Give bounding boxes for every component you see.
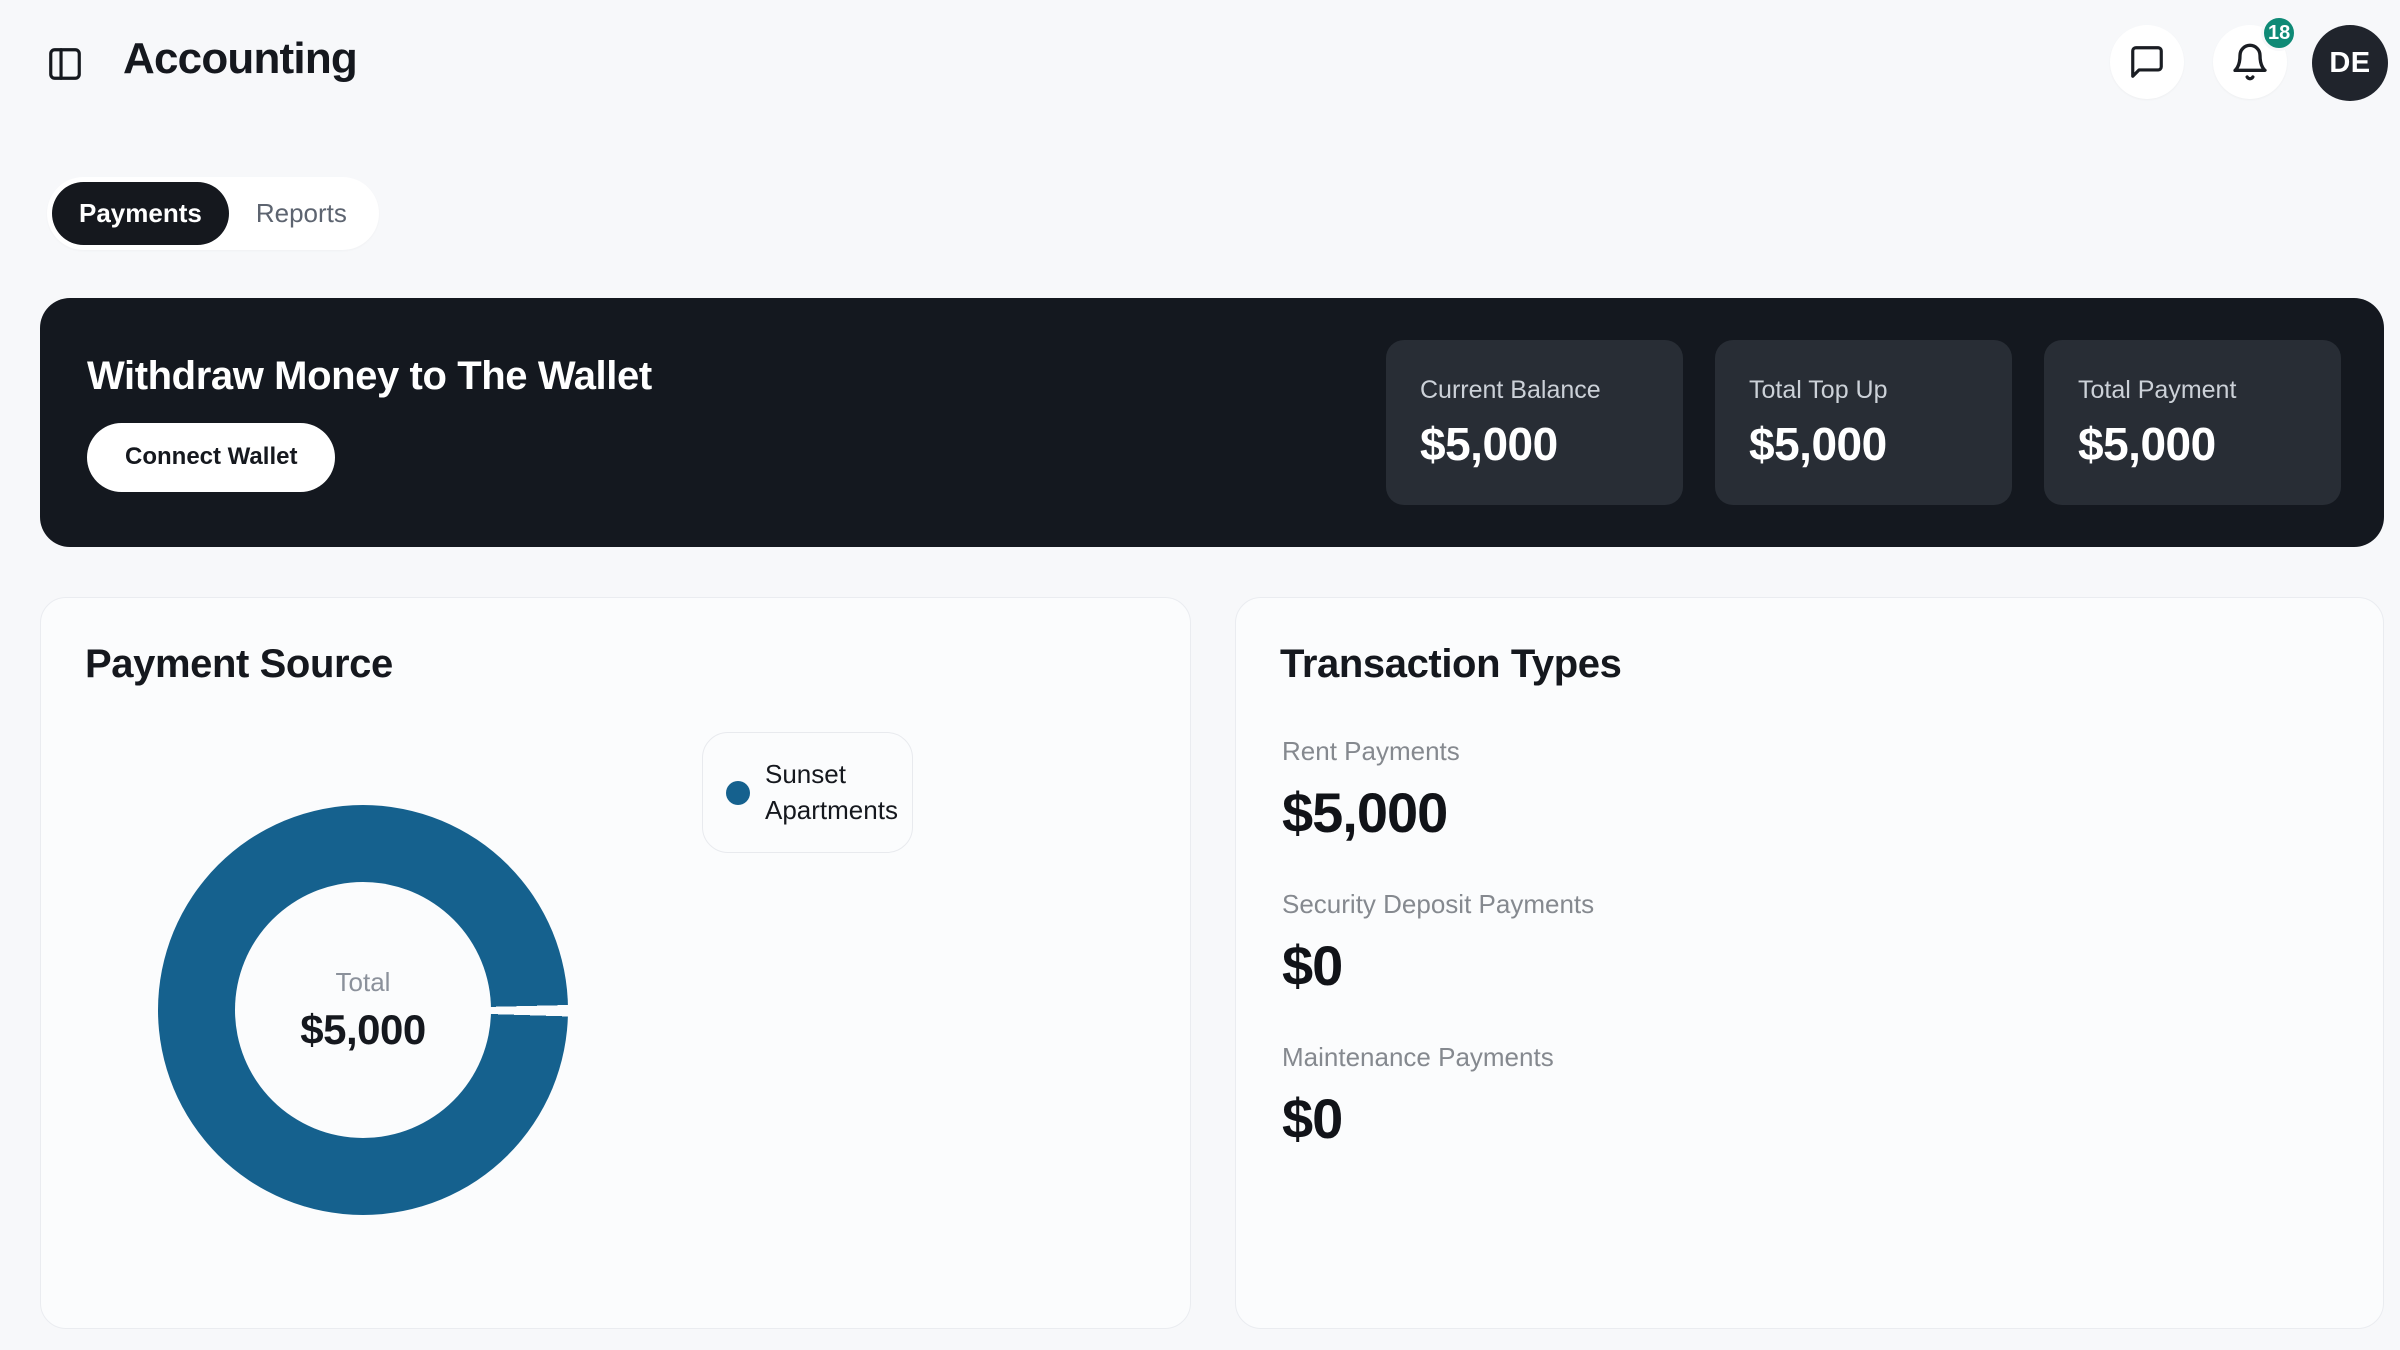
transaction-types-list: Rent Payments $5,000 Security Deposit Pa… [1282, 736, 2383, 1151]
stat-card-total-top-up: Total Top Up $5,000 [1715, 340, 2012, 505]
list-item: Security Deposit Payments $0 [1282, 889, 2383, 998]
list-item: Maintenance Payments $0 [1282, 1042, 2383, 1151]
transaction-label: Security Deposit Payments [1282, 889, 1595, 919]
stat-card-total-payment: Total Payment $5,000 [2044, 340, 2341, 505]
notifications-button[interactable]: 18 [2213, 15, 2298, 99]
donut-total-value: $5,000 [300, 1005, 426, 1053]
legend-dot-icon [726, 780, 750, 805]
payment-source-donut-chart[interactable]: Total $5,000 [158, 805, 568, 1215]
stat-label: Current Balance [1420, 376, 1601, 404]
transaction-types-card: Transaction Types Rent Payments $5,000 S… [1235, 597, 2384, 1329]
panel-left-icon [46, 45, 84, 83]
transaction-value: $0 [1282, 934, 1343, 997]
transaction-types-title: Transaction Types [1280, 642, 1622, 686]
notification-count-badge: 18 [2261, 15, 2298, 51]
user-avatar[interactable]: DE [2312, 25, 2388, 101]
sidebar-toggle-button[interactable] [40, 39, 90, 89]
transaction-label: Rent Payments [1282, 736, 1460, 766]
stat-card-current-balance: Current Balance $5,000 [1386, 340, 1683, 505]
withdraw-banner-left: Withdraw Money to The Wallet Connect Wal… [87, 354, 652, 492]
transaction-value: $5,000 [1282, 781, 1448, 844]
donut-center: Total $5,000 [235, 882, 491, 1138]
stat-label: Total Payment [2078, 376, 2237, 404]
stat-value: $5,000 [2078, 418, 2216, 470]
legend-label: Sunset Apartments [765, 759, 898, 825]
withdraw-banner-title: Withdraw Money to The Wallet [87, 353, 652, 398]
bell-icon [2230, 42, 2270, 82]
transaction-value: $0 [1282, 1087, 1343, 1150]
stat-value: $5,000 [1749, 418, 1887, 470]
tab-bar: Payments Reports [47, 177, 379, 250]
stat-value: $5,000 [1420, 418, 1558, 470]
payment-source-title: Payment Source [85, 642, 393, 686]
transaction-label: Maintenance Payments [1282, 1042, 1554, 1072]
stat-label: Total Top Up [1749, 376, 1888, 404]
chat-bubble-icon [2128, 43, 2166, 81]
connect-wallet-button[interactable]: Connect Wallet [87, 422, 336, 492]
tab-reports[interactable]: Reports [229, 182, 374, 245]
page-title: Accounting [123, 34, 358, 83]
donut-total-label: Total [335, 966, 391, 997]
messages-button[interactable] [2110, 25, 2184, 99]
payment-source-card: Payment Source Total $5,000 Sunset Apart… [40, 597, 1191, 1329]
tab-payments[interactable]: Payments [52, 182, 229, 245]
chart-legend: Sunset Apartments [702, 732, 913, 853]
wallet-stats: Current Balance $5,000 Total Top Up $5,0… [1386, 340, 2341, 505]
withdraw-banner: Withdraw Money to The Wallet Connect Wal… [40, 298, 2384, 547]
list-item: Rent Payments $5,000 [1282, 736, 2383, 845]
